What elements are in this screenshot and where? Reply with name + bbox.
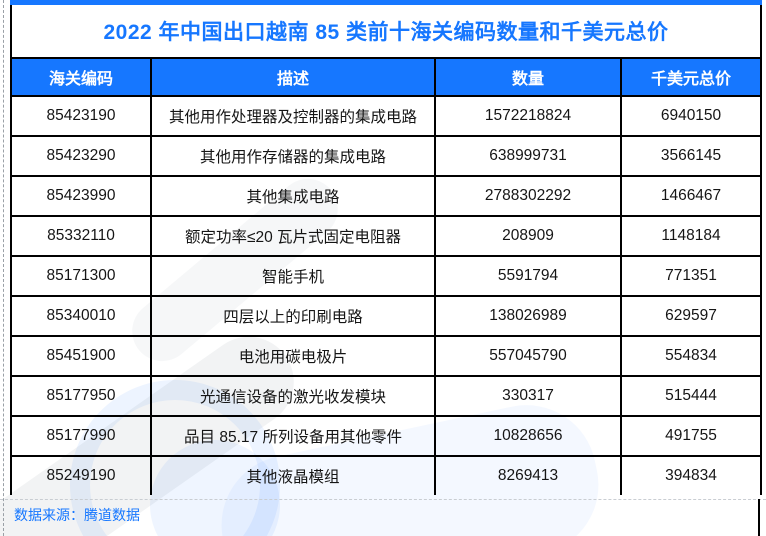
cell-description: 四层以上的印刷电路 [150,295,436,337]
cell-quantity: 330317 [434,375,622,417]
column-header-quantity: 数量 [434,57,622,97]
cell-total: 771351 [619,255,763,297]
table-row: 85177950 光通信设备的激光收发模块 330317 515444 [10,375,763,417]
table-row: 85332110 额定功率≤20 瓦片式固定电阻器 208909 1148184 [10,215,763,257]
table-title: 2022 年中国出口越南 85 类前十海关编码数量和千美元总价 [9,0,763,59]
cell-description: 其他液晶模组 [150,455,436,495]
page-break-line-horizontal [0,499,766,500]
cell-quantity: 5591794 [434,255,622,297]
table-row: 85177990 品目 85.17 所列设备用其他零件 10828656 491… [10,415,763,457]
cell-quantity: 208909 [434,215,622,257]
cell-total: 515444 [619,375,763,417]
cell-customs-code: 85451900 [10,335,152,377]
title-row: 2022 年中国出口越南 85 类前十海关编码数量和千美元总价 [9,0,763,59]
cell-quantity: 638999731 [434,135,622,177]
table-right-border-extension [758,499,760,536]
cell-description: 其他用作处理器及控制器的集成电路 [150,95,436,137]
cell-description: 其他用作存储器的集成电路 [150,135,436,177]
cell-customs-code: 85423190 [10,95,152,137]
cell-quantity: 557045790 [434,335,622,377]
page-break-line-vertical [3,0,4,536]
cell-total: 3566145 [619,135,763,177]
cell-customs-code: 85340010 [10,295,152,337]
cell-total: 1148184 [619,215,763,257]
cell-description: 光通信设备的激光收发模块 [150,375,436,417]
data-table-container: 2022 年中国出口越南 85 类前十海关编码数量和千美元总价 海关编码 描述 … [9,0,763,495]
cell-customs-code: 85177950 [10,375,152,417]
table-row: 85423290 其他用作存储器的集成电路 638999731 3566145 [10,135,763,177]
cell-quantity: 1572218824 [434,95,622,137]
cell-quantity: 2788302292 [434,175,622,217]
cell-description: 品目 85.17 所列设备用其他零件 [150,415,436,457]
cell-description: 智能手机 [150,255,436,297]
column-header-total-kusd: 千美元总价 [619,57,763,97]
table-row: 85423990 其他集成电路 2788302292 1466467 [10,175,763,217]
cell-quantity: 8269413 [434,455,622,495]
table-row: 85340010 四层以上的印刷电路 138026989 629597 [10,295,763,337]
cell-description: 电池用碳电极片 [150,335,436,377]
cell-customs-code: 85423990 [10,175,152,217]
cell-customs-code: 85171300 [10,255,152,297]
cell-quantity: 10828656 [434,415,622,457]
customs-data-table: 2022 年中国出口越南 85 类前十海关编码数量和千美元总价 海关编码 描述 … [9,0,763,495]
cell-customs-code: 85423290 [10,135,152,177]
table-row: 85249190 其他液晶模组 8269413 394834 [10,455,763,495]
cell-total: 629597 [619,295,763,337]
data-source-note: 数据来源：腾道数据 [14,507,140,523]
cell-customs-code: 85177990 [10,415,152,457]
column-header-description: 描述 [150,57,436,97]
cell-total: 1466467 [619,175,763,217]
table-row: 85451900 电池用碳电极片 557045790 554834 [10,335,763,377]
cell-quantity: 138026989 [434,295,622,337]
cell-total: 394834 [619,455,763,495]
cell-total: 491755 [619,415,763,457]
cell-customs-code: 85332110 [10,215,152,257]
table-row: 85171300 智能手机 5591794 771351 [10,255,763,297]
cell-customs-code: 85249190 [10,455,152,495]
cell-description: 额定功率≤20 瓦片式固定电阻器 [150,215,436,257]
header-row: 海关编码 描述 数量 千美元总价 [10,57,763,97]
cell-description: 其他集成电路 [150,175,436,217]
table-row: 85423190 其他用作处理器及控制器的集成电路 1572218824 694… [10,95,763,137]
cell-total: 554834 [619,335,763,377]
column-header-customs-code: 海关编码 [10,57,152,97]
cell-total: 6940150 [619,95,763,137]
